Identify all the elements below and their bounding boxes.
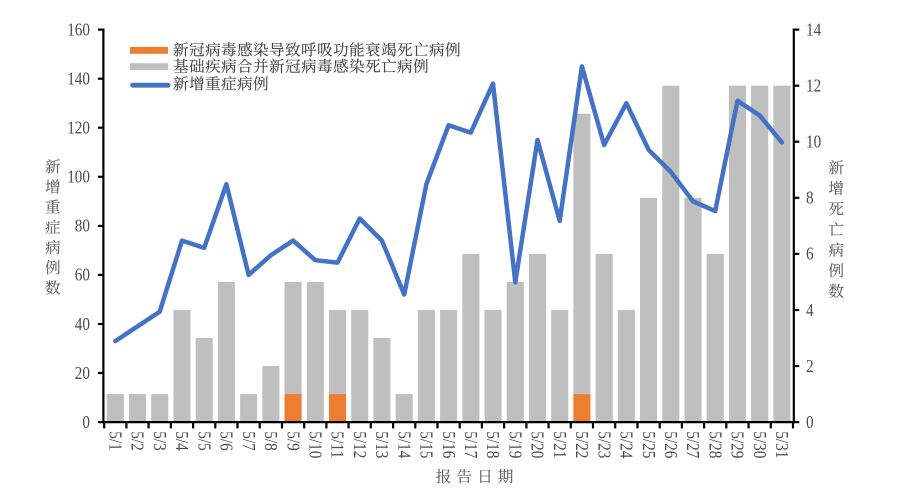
svg-text:5/19: 5/19 bbox=[506, 431, 526, 458]
svg-text:160: 160 bbox=[67, 19, 90, 39]
svg-text:5/2: 5/2 bbox=[128, 431, 148, 451]
svg-text:5/23: 5/23 bbox=[594, 431, 614, 458]
svg-text:5/27: 5/27 bbox=[683, 431, 703, 458]
svg-text:5/9: 5/9 bbox=[283, 431, 303, 451]
svg-text:5/24: 5/24 bbox=[617, 431, 637, 458]
svg-text:5/20: 5/20 bbox=[528, 431, 548, 458]
svg-text:100: 100 bbox=[67, 167, 90, 187]
svg-text:5/13: 5/13 bbox=[372, 431, 392, 458]
svg-text:140: 140 bbox=[67, 69, 90, 89]
svg-text:5/1: 5/1 bbox=[106, 431, 126, 451]
svg-text:4: 4 bbox=[806, 300, 814, 320]
svg-text:5/29: 5/29 bbox=[728, 431, 748, 458]
svg-text:5/17: 5/17 bbox=[461, 431, 481, 458]
svg-text:2: 2 bbox=[806, 356, 814, 376]
svg-text:5/21: 5/21 bbox=[550, 431, 570, 458]
svg-text:5/28: 5/28 bbox=[705, 431, 725, 458]
svg-text:120: 120 bbox=[67, 118, 90, 138]
svg-text:0: 0 bbox=[82, 412, 90, 432]
svg-text:40: 40 bbox=[75, 314, 90, 334]
svg-text:5/6: 5/6 bbox=[217, 431, 237, 451]
svg-text:5/3: 5/3 bbox=[150, 431, 170, 451]
svg-text:60: 60 bbox=[75, 265, 90, 285]
svg-text:10: 10 bbox=[806, 132, 821, 152]
svg-text:8: 8 bbox=[806, 188, 814, 208]
svg-text:5/10: 5/10 bbox=[306, 431, 326, 458]
svg-text:5/25: 5/25 bbox=[639, 431, 659, 458]
svg-text:5/11: 5/11 bbox=[328, 431, 348, 458]
svg-text:5/12: 5/12 bbox=[350, 431, 370, 458]
svg-text:5/18: 5/18 bbox=[483, 431, 503, 458]
svg-text:6: 6 bbox=[806, 244, 814, 264]
svg-text:5/15: 5/15 bbox=[417, 431, 437, 458]
svg-text:5/22: 5/22 bbox=[572, 431, 592, 458]
svg-text:5/30: 5/30 bbox=[750, 431, 770, 458]
svg-text:5/26: 5/26 bbox=[661, 431, 681, 458]
svg-text:5/16: 5/16 bbox=[439, 431, 459, 458]
svg-text:5/31: 5/31 bbox=[772, 431, 792, 458]
svg-text:12: 12 bbox=[806, 76, 821, 96]
svg-text:80: 80 bbox=[75, 216, 90, 236]
svg-text:20: 20 bbox=[75, 363, 90, 383]
svg-text:5/4: 5/4 bbox=[172, 431, 192, 451]
svg-text:5/5: 5/5 bbox=[194, 431, 214, 451]
svg-text:0: 0 bbox=[806, 412, 814, 432]
svg-text:14: 14 bbox=[806, 19, 821, 39]
svg-text:5/14: 5/14 bbox=[394, 431, 414, 458]
svg-text:5/8: 5/8 bbox=[261, 431, 281, 451]
svg-text:5/7: 5/7 bbox=[239, 431, 259, 451]
